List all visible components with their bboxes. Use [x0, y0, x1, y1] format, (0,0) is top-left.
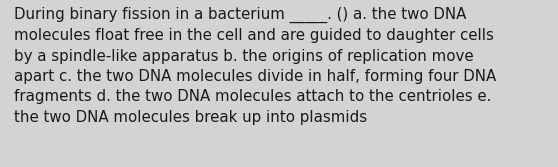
Text: During binary fission in a bacterium _____. () a. the two DNA
molecules float fr: During binary fission in a bacterium ___… [14, 7, 496, 125]
